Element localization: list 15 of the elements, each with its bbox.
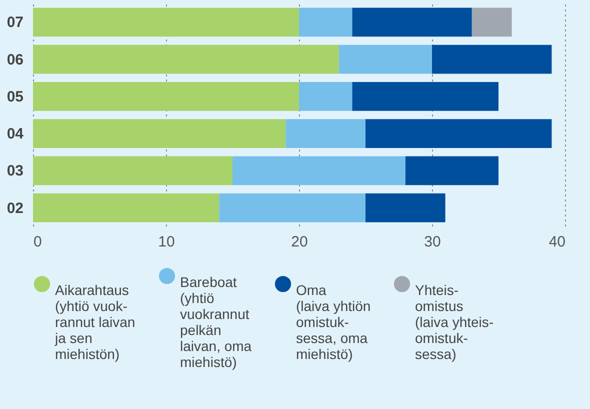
x-tick-label: 40	[548, 234, 566, 250]
y-tick-label: 06	[6, 51, 24, 68]
x-tick-label: 30	[424, 234, 441, 250]
legend-label: Aikarahtaus (yhtiö vuok- rannut laivan ja sen miehistön)	[54, 282, 136, 362]
x-tick-label: 0	[34, 234, 42, 250]
y-tick-label: 02	[6, 200, 24, 217]
legend-label: Yhteis- omistus (laiva yhteis- omistuk- sessa)	[415, 282, 494, 362]
y-tick-label: 07	[6, 14, 24, 32]
legend-label: Oma (laiva yhtiön omistuk- sessa, oma miehistö)	[296, 282, 371, 362]
x-tick-label: 20	[291, 234, 308, 250]
x-tick-label: 10	[158, 234, 175, 250]
y-tick-label: 03	[6, 162, 24, 180]
y-tick-label: 05	[6, 88, 24, 106]
legend-label: Bareboat (yhtiö vuokrannut pelkän laivan, oma miehistö)	[180, 274, 252, 370]
y-tick-label: 04	[6, 126, 24, 143]
